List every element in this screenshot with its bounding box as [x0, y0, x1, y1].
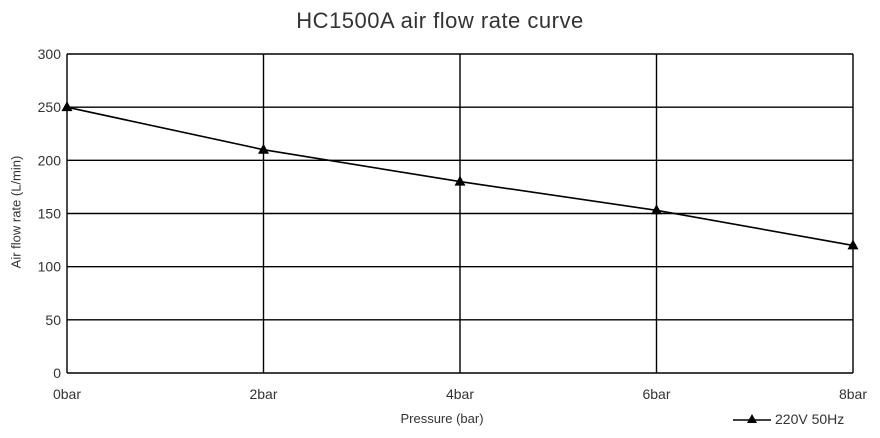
x-tick-label: 6bar [642, 386, 670, 402]
data-point [454, 175, 466, 186]
series-layer [61, 101, 859, 250]
y-tick-labels: 0 50 100 150 200 250 300 [38, 46, 62, 381]
legend-marker [733, 414, 771, 423]
y-tick-label: 300 [38, 46, 62, 62]
data-point [61, 101, 73, 112]
y-tick-label: 100 [38, 259, 62, 275]
chart-title: HC1500A air flow rate curve [296, 8, 584, 33]
x-tick-labels: 0bar 2bar 4bar 6bar 8bar [53, 386, 867, 402]
data-point [651, 204, 662, 215]
y-tick-label: 200 [38, 152, 62, 168]
data-point [258, 143, 269, 154]
y-tick-label: 250 [38, 99, 62, 115]
legend: 220V 50Hz [733, 411, 844, 427]
x-tick-label: 0bar [53, 386, 81, 402]
x-tick-label: 2bar [249, 386, 277, 402]
grid-layer [66, 53, 854, 374]
legend-entry-label: 220V 50Hz [775, 411, 845, 427]
y-tick-label: 0 [53, 365, 61, 381]
x-axis-label: Pressure (bar) [400, 411, 484, 426]
x-tick-label: 4bar [446, 386, 474, 402]
y-tick-label: 50 [45, 312, 61, 328]
x-tick-label: 8bar [839, 386, 867, 402]
data-point [847, 239, 859, 250]
y-tick-label: 150 [38, 206, 62, 222]
